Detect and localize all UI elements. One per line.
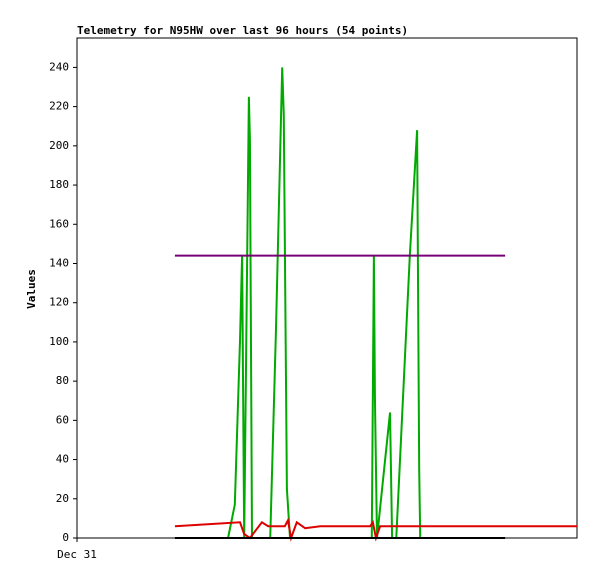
y-tick-label: 140: [49, 256, 69, 269]
series-line: [227, 67, 422, 539]
plot-frame: [76, 37, 578, 539]
y-tick-label: 0: [62, 531, 69, 544]
y-axis-label: Values: [25, 269, 38, 309]
y-tick-label: 220: [49, 100, 69, 113]
x-tick-label: Dec 31: [57, 548, 97, 561]
y-tick-label: 80: [56, 374, 69, 387]
y-tick-label: 60: [56, 413, 69, 426]
y-tick-label: 40: [56, 453, 69, 466]
y-tick-label: 200: [49, 139, 69, 152]
y-tick-label: 20: [56, 492, 69, 505]
y-tick-label: 240: [49, 60, 69, 73]
chart-title: Telemetry for N95HW over last 96 hours (…: [77, 24, 408, 37]
y-tick-label: 100: [49, 335, 69, 348]
y-tick-label: 180: [49, 178, 69, 191]
y-tick-label: 160: [49, 217, 69, 230]
y-tick-label: 120: [49, 296, 69, 309]
